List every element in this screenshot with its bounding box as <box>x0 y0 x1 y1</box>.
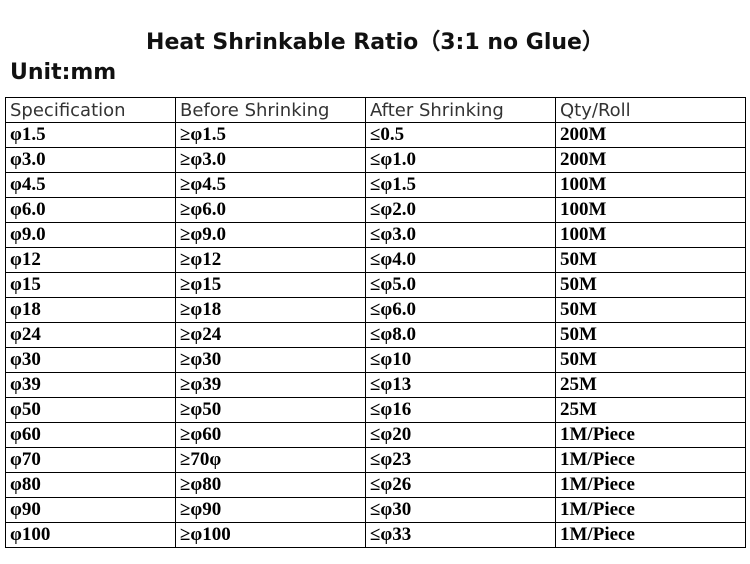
table-cell: ≥φ15 <box>175 272 366 298</box>
table-cell: φ24 <box>5 322 176 348</box>
table-cell: φ60 <box>5 422 176 448</box>
table-row: φ6.0 ≥φ6.0 ≤φ2.0 100M <box>5 197 746 223</box>
table-cell: ≤φ33 <box>365 522 556 548</box>
table-row: φ30 ≥φ30 ≤φ10 50M <box>5 347 746 373</box>
table-cell: φ90 <box>5 497 176 523</box>
table-cell: ≥φ50 <box>175 397 366 423</box>
table-cell: ≥φ9.0 <box>175 222 366 248</box>
table-row: φ3.0 ≥φ3.0 ≤φ1.0 200M <box>5 147 746 173</box>
table-cell: φ9.0 <box>5 222 176 248</box>
table-cell: ≤φ8.0 <box>365 322 556 348</box>
table-cell: ≤φ13 <box>365 372 556 398</box>
table-cell: 50M <box>555 297 746 323</box>
table-cell: ≥φ12 <box>175 247 366 273</box>
table-cell: 1M/Piece <box>555 522 746 548</box>
table-cell: ≥φ100 <box>175 522 366 548</box>
table-cell: ≤φ20 <box>365 422 556 448</box>
table-cell: φ70 <box>5 447 176 473</box>
table-cell: ≥φ80 <box>175 472 366 498</box>
table-cell: ≥φ39 <box>175 372 366 398</box>
table-cell: ≥φ1.5 <box>175 122 366 148</box>
table-cell: 1M/Piece <box>555 447 746 473</box>
table-cell: ≥φ30 <box>175 347 366 373</box>
table-body: φ1.5 ≥φ1.5 ≤0.5 200M φ3.0 ≥φ3.0 ≤φ1.0 200M φ4.5 ≥… <box>5 122 746 548</box>
table-cell: φ4.5 <box>5 172 176 198</box>
table-row: φ70 ≥70φ ≤φ23 1M/Piece <box>5 447 746 473</box>
table-cell: 100M <box>555 197 746 223</box>
table-row: φ15 ≥φ15 ≤φ5.0 50M <box>5 272 746 298</box>
table-cell: ≤0.5 <box>365 122 556 148</box>
table-cell: 1M/Piece <box>555 472 746 498</box>
table-cell: 200M <box>555 147 746 173</box>
table-cell: φ6.0 <box>5 197 176 223</box>
table-cell: ≤φ1.0 <box>365 147 556 173</box>
table-cell: 25M <box>555 372 746 398</box>
table-cell: φ80 <box>5 472 176 498</box>
unit: Unit:mm <box>10 60 117 85</box>
table-row: φ9.0 ≥φ9.0 ≤φ3.0 100M <box>5 222 746 248</box>
table-cell: ≤φ30 <box>365 497 556 523</box>
table-cell: 50M <box>555 322 746 348</box>
table-cell: 50M <box>555 247 746 273</box>
table-cell: ≥φ18 <box>175 297 366 323</box>
table-cell: ≥70φ <box>175 447 366 473</box>
table-cell: φ18 <box>5 297 176 323</box>
table-cell: ≤φ2.0 <box>365 197 556 223</box>
table-cell: φ50 <box>5 397 176 423</box>
column-header: Before Shrinking <box>175 97 366 123</box>
table-cell: 100M <box>555 222 746 248</box>
spec-table: Specification Before Shrinking After Shrin… <box>5 97 746 548</box>
table-cell: 25M <box>555 397 746 423</box>
table-row: φ1.5 ≥φ1.5 ≤0.5 200M <box>5 122 746 148</box>
table-cell: ≤φ1.5 <box>365 172 556 198</box>
table-row: φ39 ≥φ39 ≤φ13 25M <box>5 372 746 398</box>
table-row: φ4.5 ≥φ4.5 ≤φ1.5 100M <box>5 172 746 198</box>
table-cell: ≥φ6.0 <box>175 197 366 223</box>
table-cell: ≤φ6.0 <box>365 297 556 323</box>
table-cell: φ39 <box>5 372 176 398</box>
table-cell: ≤φ23 <box>365 447 556 473</box>
table-cell: ≤φ16 <box>365 397 556 423</box>
table-cell: ≥φ4.5 <box>175 172 366 198</box>
table-cell: φ12 <box>5 247 176 273</box>
table-cell: 50M <box>555 347 746 373</box>
table-row: φ18 ≥φ18 ≤φ6.0 50M <box>5 297 746 323</box>
table-cell: 200M <box>555 122 746 148</box>
table-cell: ≥φ90 <box>175 497 366 523</box>
table-cell: ≤φ5.0 <box>365 272 556 298</box>
table-cell: φ100 <box>5 522 176 548</box>
table-cell: φ30 <box>5 347 176 373</box>
table-cell: ≤φ3.0 <box>365 222 556 248</box>
table-cell: 1M/Piece <box>555 497 746 523</box>
table-cell: 100M <box>555 172 746 198</box>
table-row: φ100 ≥φ100 ≤φ33 1M/Piece <box>5 522 746 548</box>
table-cell: 1M/Piece <box>555 422 746 448</box>
column-header: Specification <box>5 97 176 123</box>
table-cell: ≥φ60 <box>175 422 366 448</box>
table-row: φ50 ≥φ50 ≤φ16 25M <box>5 397 746 423</box>
table-cell: ≤φ4.0 <box>365 247 556 273</box>
table-row: φ90 ≥φ90 ≤φ30 1M/Piece <box>5 497 746 523</box>
table-row: φ24 ≥φ24 ≤φ8.0 50M <box>5 322 746 348</box>
table-cell: 50M <box>555 272 746 298</box>
table-cell: φ15 <box>5 272 176 298</box>
table-row: φ80 ≥φ80 ≤φ26 1M/Piece <box>5 472 746 498</box>
table-cell: φ3.0 <box>5 147 176 173</box>
table-cell: ≥φ24 <box>175 322 366 348</box>
table-cell: ≥φ3.0 <box>175 147 366 173</box>
table-cell: ≤φ10 <box>365 347 556 373</box>
column-header: Qty/Roll <box>555 97 746 123</box>
title: Heat Shrinkable Ratio（3:1 no Glue） <box>146 30 604 55</box>
table-row: φ60 ≥φ60 ≤φ20 1M/Piece <box>5 422 746 448</box>
column-header: After Shrinking <box>365 97 556 123</box>
table-cell: ≤φ26 <box>365 472 556 498</box>
header-row: Specification Before Shrinking After Shrin… <box>5 97 746 123</box>
table-row: φ12 ≥φ12 ≤φ4.0 50M <box>5 247 746 273</box>
table-cell: φ1.5 <box>5 122 176 148</box>
